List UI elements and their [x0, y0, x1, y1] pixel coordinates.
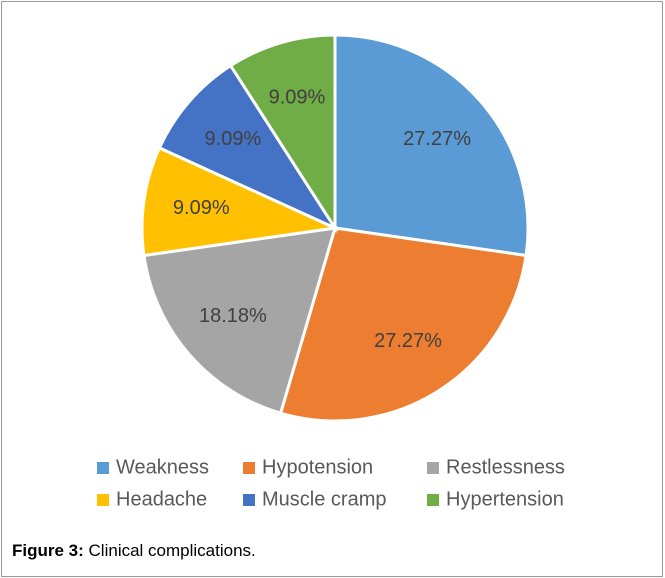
data-label: 27.27%	[403, 128, 471, 150]
data-label: 18.18%	[199, 305, 267, 327]
legend-swatch	[97, 462, 109, 474]
legend-label: Weakness	[116, 456, 209, 478]
legend-swatch	[427, 462, 439, 474]
caption: Figure 3: Clinical complications.	[12, 541, 256, 560]
legend-swatch	[427, 494, 439, 506]
data-label: 9.09%	[205, 128, 262, 150]
pie-slice	[278, 226, 528, 423]
legend-label: Restlessness	[446, 456, 565, 478]
pie-slice	[140, 145, 341, 258]
legend-swatch	[243, 494, 255, 506]
legend-label: Hypotension	[262, 456, 373, 478]
pie-slice	[333, 33, 530, 258]
legend-swatch	[97, 494, 109, 506]
data-label: 9.09%	[173, 197, 230, 219]
legend-swatch	[243, 462, 255, 474]
pie-slice	[157, 63, 340, 232]
data-label: 27.27%	[374, 330, 442, 352]
caption-label: Figure 3:	[12, 541, 84, 560]
pie-slice	[228, 33, 337, 234]
caption-text: Clinical complications.	[89, 541, 256, 560]
legend-label: Muscle cramp	[262, 488, 386, 510]
data-label: 9.09%	[269, 87, 326, 109]
legend-label: Headache	[116, 488, 207, 510]
legend-label: Hypertension	[446, 488, 564, 510]
pie-slice	[142, 226, 338, 416]
